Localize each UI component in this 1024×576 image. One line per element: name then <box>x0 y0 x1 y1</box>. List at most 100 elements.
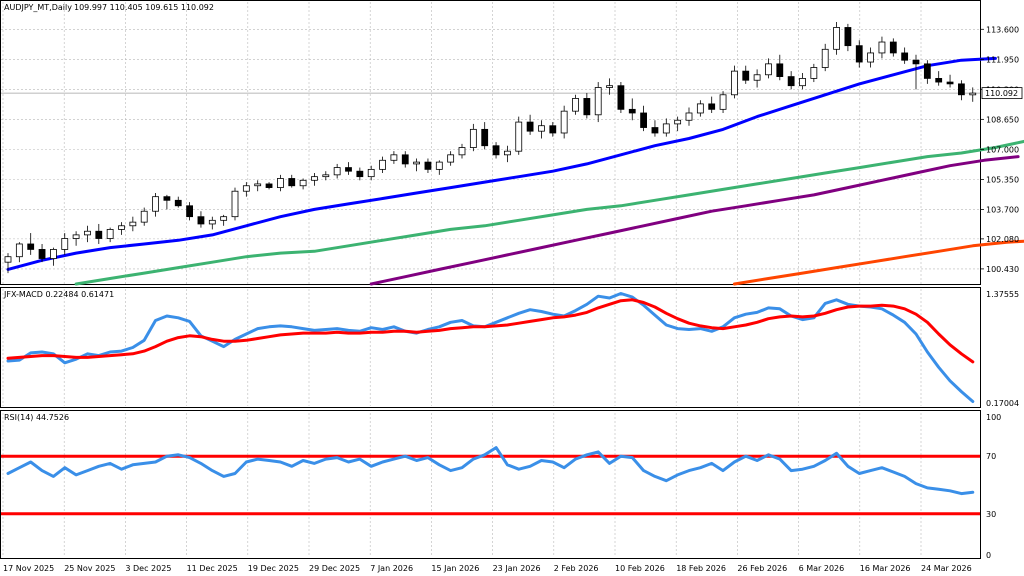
rsi-pane[interactable] <box>0 410 981 559</box>
candle-body-up <box>458 147 466 156</box>
candle <box>4 253 12 274</box>
rsi-level-label: 30 <box>986 510 996 519</box>
candle-body-down <box>38 249 46 259</box>
macd-pane[interactable] <box>0 287 981 408</box>
macd-signal-line <box>6 298 975 364</box>
candle-body-up <box>242 185 250 192</box>
candle <box>810 63 818 83</box>
candle-body-up <box>833 27 840 50</box>
candle <box>254 180 262 192</box>
candle-body-down <box>424 161 432 170</box>
candle-body-up <box>299 179 307 187</box>
candle-body-up <box>220 216 228 221</box>
candle-body-down <box>174 199 182 207</box>
candle-body-up <box>447 154 455 163</box>
candle <box>163 194 171 210</box>
candle <box>538 120 545 139</box>
rsi-title: RSI(14) 44.7526 <box>4 413 69 422</box>
candle-body-down <box>401 154 409 165</box>
x-axis-label: 15 Jan 2026 <box>431 564 479 573</box>
candle <box>492 142 500 159</box>
candle-body-down <box>889 41 897 54</box>
candle <box>560 105 568 139</box>
macd-tick-bottom: 0.17004 <box>986 399 1019 408</box>
candle <box>84 225 91 243</box>
candle-body-down <box>345 167 352 172</box>
candle-body-up <box>311 176 318 181</box>
candle <box>889 38 897 57</box>
candle-body-up <box>799 78 806 87</box>
candle-body-up <box>685 112 693 121</box>
candle <box>731 65 738 99</box>
price-pane[interactable] <box>0 0 981 285</box>
candle <box>912 54 920 90</box>
candle-body-up <box>152 196 159 212</box>
candle-body-up <box>435 161 443 170</box>
x-axis-label: 17 Nov 2025 <box>3 564 54 573</box>
candle-body-down <box>855 45 863 63</box>
candle <box>242 182 250 197</box>
candle <box>424 158 432 174</box>
price-tick-label: 102.080 <box>986 235 1019 244</box>
candle-body-up <box>560 110 568 134</box>
price-tick-label: 100.430 <box>986 265 1019 274</box>
candle-body-down <box>787 76 795 87</box>
candle <box>844 23 852 52</box>
ma-slow-line <box>369 155 1020 286</box>
candle <box>311 173 318 186</box>
candle <box>833 22 840 55</box>
candle-body-up <box>538 125 545 132</box>
rsi-line <box>6 446 975 496</box>
candle-body-up <box>208 219 216 225</box>
candle-body-down <box>163 196 171 201</box>
candle-body-up <box>367 168 375 178</box>
candle-body-down <box>651 127 659 134</box>
candle-body-down <box>549 125 557 134</box>
candle <box>390 151 398 164</box>
candle-body-up <box>276 178 284 188</box>
candle-body-up <box>129 221 137 227</box>
candle <box>628 98 636 121</box>
candle <box>867 47 874 68</box>
candle-body-down <box>923 63 931 79</box>
candle <box>526 114 534 135</box>
candle <box>776 54 784 81</box>
candle-body-down <box>946 81 954 85</box>
candle-body-up <box>231 190 239 218</box>
price-tick-label: 107.000 <box>986 145 1019 154</box>
price-tick-label: 105.350 <box>986 175 1019 184</box>
candle-body-up <box>84 230 91 236</box>
price-series <box>1 22 1024 286</box>
candle-body-up <box>50 249 57 259</box>
candle <box>299 178 307 190</box>
candle-body-up <box>821 48 829 68</box>
rsi-series <box>1 446 980 516</box>
candle <box>946 74 954 88</box>
candle <box>923 60 931 84</box>
rsi-level-label: 70 <box>986 452 996 461</box>
candle <box>821 43 829 72</box>
rsi-tick-100: 100 <box>986 413 1001 422</box>
x-axis-label: 18 Feb 2026 <box>676 564 726 573</box>
price-tick-label: 113.600 <box>986 25 1019 34</box>
candle-body-down <box>95 230 103 239</box>
candle <box>742 65 750 84</box>
candle-body-up <box>503 150 511 156</box>
candle <box>322 171 330 181</box>
candle <box>708 96 716 113</box>
ohlc-label: 109.997 110.405 109.615 110.092 <box>74 3 214 12</box>
candle-body-down <box>935 78 943 83</box>
x-axis-label: 19 Dec 2025 <box>248 564 299 573</box>
ma-slowest-line <box>732 239 1024 286</box>
candle <box>367 165 375 181</box>
candle <box>61 233 69 255</box>
x-axis-label: 11 Dec 2025 <box>187 564 238 573</box>
x-axis-label: 10 Feb 2026 <box>615 564 665 573</box>
candle-body-down <box>628 108 636 114</box>
axis-labels: 17 Nov 2025 25 Nov 2025 3 Dec 2025 11 Dec 2… <box>3 25 1019 573</box>
candle-body-up <box>765 63 772 76</box>
candle <box>674 116 682 132</box>
ma-fast-line <box>6 56 997 271</box>
candle <box>152 193 159 217</box>
